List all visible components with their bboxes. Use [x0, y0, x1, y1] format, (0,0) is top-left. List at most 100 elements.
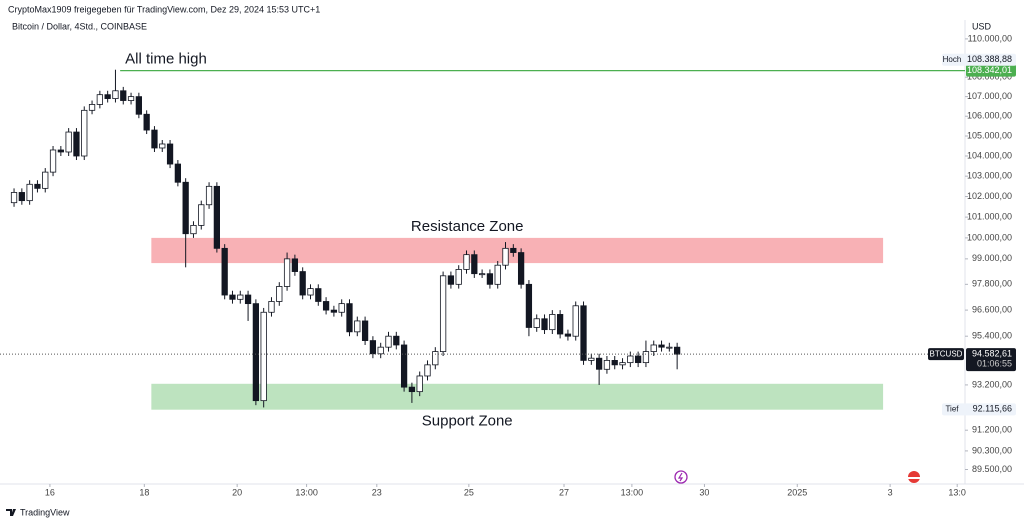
candle-body — [642, 351, 650, 364]
price-tag — [966, 348, 1016, 372]
candle-body — [276, 286, 283, 302]
candle-body — [198, 204, 205, 226]
x-tick-label: 18 — [139, 487, 149, 497]
candle-body — [229, 294, 236, 300]
candle-body — [88, 104, 96, 111]
candle-body — [26, 183, 33, 202]
candle-body — [213, 185, 221, 249]
y-tick-label: 91.200,00 — [972, 425, 1012, 435]
candle-body — [307, 288, 314, 296]
candle-body — [135, 96, 142, 115]
x-tick-label: 13:00 — [621, 487, 644, 497]
candle-body — [494, 264, 501, 285]
x-tick-label: 30 — [699, 487, 709, 497]
candle-body — [666, 346, 673, 349]
candle-body — [603, 360, 611, 370]
y-tick-label: 105.000,00 — [967, 130, 1012, 140]
icons — [674, 470, 920, 484]
candle-body — [34, 183, 41, 189]
candle-body — [18, 192, 25, 202]
candle-body — [674, 346, 681, 355]
price-tag-value: 94.582,61 — [972, 349, 1012, 359]
candle-body — [556, 314, 564, 335]
candle-body — [283, 258, 291, 287]
candle-body — [432, 351, 439, 366]
y-tick-label: 97.800,00 — [972, 279, 1012, 289]
y-tick-label: 96.600,00 — [972, 304, 1012, 314]
y-tick-label: 110.000,00 — [968, 33, 1012, 43]
x-tick-label: 13:0 — [948, 487, 966, 497]
candle-body — [10, 192, 18, 204]
candle-body — [330, 309, 338, 313]
currency: USD — [972, 21, 992, 31]
zone — [151, 237, 884, 264]
candle-body — [143, 113, 150, 131]
candle-body — [112, 90, 119, 99]
marker-tag — [942, 53, 1016, 66]
marker-value: 92.115,66 — [973, 404, 1012, 414]
marker-tag — [942, 403, 1016, 416]
candle-body — [377, 346, 384, 355]
zone-label: Support Zone — [422, 413, 513, 430]
symbol-tag — [928, 348, 964, 361]
candle-body — [369, 340, 377, 355]
candle-body — [166, 143, 174, 165]
brand-logo — [6, 509, 16, 516]
candle-body — [463, 254, 470, 270]
candle-body — [619, 362, 626, 366]
candle-body — [447, 275, 455, 285]
y-tick-label: 101.000,00 — [967, 211, 1012, 221]
ath-label: All time high — [125, 51, 207, 68]
candle-body — [120, 90, 127, 101]
marker-label: Tief — [945, 404, 959, 413]
y-tick-label: 102.000,00 — [967, 191, 1012, 201]
y-tick-label: 107.000,00 — [967, 91, 1012, 101]
candle-body — [533, 318, 540, 328]
x-tick-label: 25 — [464, 487, 474, 497]
candle-body — [611, 360, 618, 366]
candle-body — [595, 357, 603, 370]
marker-label: Hoch — [943, 55, 962, 64]
y-tick-label: 93.200,00 — [972, 379, 1012, 389]
brand-text: TradingView — [20, 507, 70, 517]
candle-body — [299, 271, 306, 296]
x-tick-label: 13:00 — [295, 487, 318, 497]
candle-body — [486, 273, 494, 285]
candles — [10, 69, 681, 408]
candle-body — [408, 386, 416, 393]
candle-body — [65, 131, 72, 153]
candle-body — [658, 344, 665, 348]
candle-body — [471, 254, 478, 275]
candle-body — [174, 163, 181, 183]
y-tick-label: 99.000,00 — [972, 253, 1012, 263]
candle-body — [635, 355, 642, 364]
candle-body — [322, 301, 330, 311]
candle-body — [127, 96, 135, 101]
candle-body — [151, 129, 158, 149]
ath-tag — [966, 64, 1016, 77]
candle-body — [549, 314, 556, 331]
candle-body — [49, 149, 57, 173]
brand: TradingView — [6, 507, 70, 517]
x-tick-label: 16 — [45, 487, 55, 497]
price-tag-countdown: 01:06:55 — [977, 359, 1012, 369]
symbol-line: Bitcoin / Dollar, 4Std., COINBASE — [12, 21, 147, 31]
candle-body — [564, 333, 572, 337]
candle-body — [455, 269, 462, 285]
candle-body — [73, 131, 80, 157]
candle-body — [416, 375, 423, 393]
candle-body — [315, 288, 322, 302]
candle-body — [650, 344, 657, 352]
candle-body — [81, 109, 88, 157]
candle-body — [580, 305, 587, 361]
x-tick-label: 27 — [559, 487, 569, 497]
candle-body — [385, 335, 392, 348]
candle-body — [190, 224, 197, 235]
candle-body — [361, 320, 369, 341]
candle-body — [159, 143, 166, 149]
x-tick-label: 3 — [888, 487, 893, 497]
candle-body — [517, 252, 525, 285]
candle-body — [221, 247, 228, 296]
candle-body — [260, 311, 267, 402]
